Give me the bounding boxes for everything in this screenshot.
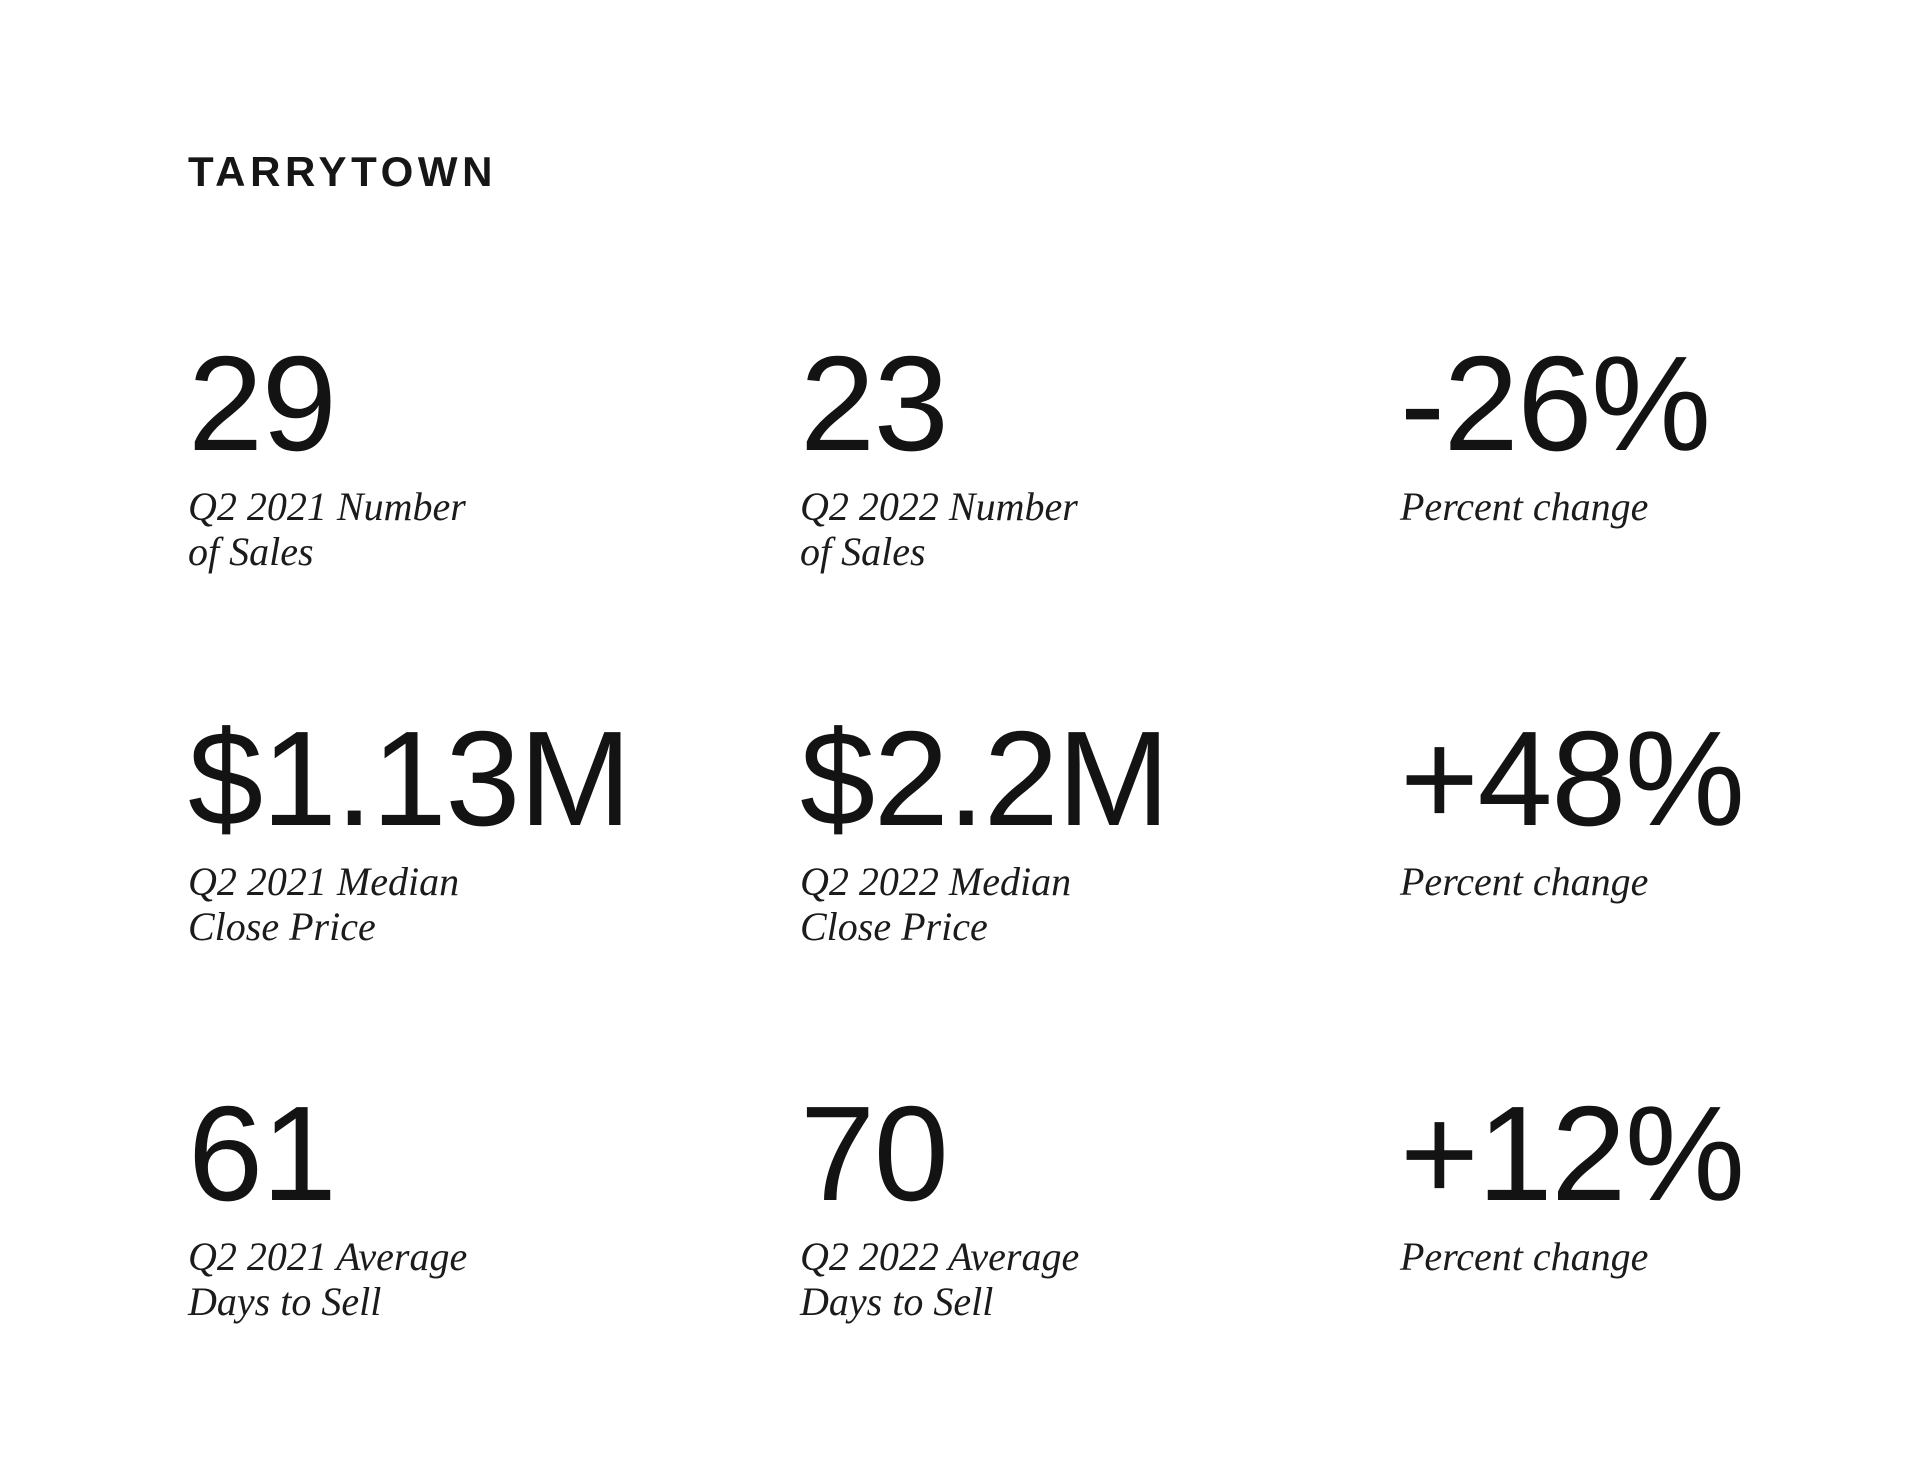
stat-label-line-1: Q2 2022 Median — [800, 859, 1072, 904]
stat-label-line-1: Percent change — [1400, 859, 1649, 904]
stat-label-line-1: Q2 2021 Average — [188, 1234, 468, 1279]
stat-label-line-2 — [1400, 1279, 1760, 1324]
stat-label: Q2 2022 Average Days to Sell — [800, 1234, 1400, 1324]
stat-q2-2022-number-of-sales: 23 Q2 2022 Number of Sales — [800, 336, 1400, 574]
stat-q2-2021-number-of-sales: 29 Q2 2021 Number of Sales — [188, 336, 800, 574]
stat-value: 23 — [800, 328, 949, 479]
stat-label: Q2 2022 Number of Sales — [800, 484, 1400, 574]
stat-label: Q2 2021 Number of Sales — [188, 484, 800, 574]
stat-label: Q2 2021 Median Close Price — [188, 859, 800, 949]
stat-q2-2022-average-days-to-sell: 70 Q2 2022 Average Days to Sell — [800, 1086, 1400, 1324]
stat-label-line-2 — [1400, 529, 1760, 574]
page-title: TARRYTOWN — [188, 148, 498, 195]
stat-value: 70 — [800, 1078, 949, 1229]
stat-label-line-2: Close Price — [800, 904, 988, 949]
stat-median-close-price-percent-change: +48% Percent change — [1400, 711, 1760, 949]
stat-value: $2.2M — [800, 703, 1170, 854]
stat-label-line-2: Days to Sell — [188, 1279, 382, 1324]
stat-label-line-1: Q2 2021 Number — [188, 484, 466, 529]
stat-label-line-1: Percent change — [1400, 1234, 1649, 1279]
stat-label-line-1: Percent change — [1400, 484, 1649, 529]
stat-label-line-2: Days to Sell — [800, 1279, 994, 1324]
stat-label-line-2: of Sales — [188, 529, 314, 574]
stat-q2-2021-median-close-price: $1.13M Q2 2021 Median Close Price — [188, 711, 800, 949]
stat-label-line-2: of Sales — [800, 529, 926, 574]
stat-number-of-sales-percent-change: -26% Percent change — [1400, 336, 1760, 574]
stat-q2-2021-average-days-to-sell: 61 Q2 2021 Average Days to Sell — [188, 1086, 800, 1324]
stat-label-line-1: Q2 2022 Number — [800, 484, 1078, 529]
stat-value: -26% — [1400, 328, 1711, 479]
stat-q2-2022-median-close-price: $2.2M Q2 2022 Median Close Price — [800, 711, 1400, 949]
stat-label: Percent change — [1400, 484, 1760, 574]
stat-label: Q2 2022 Median Close Price — [800, 859, 1400, 949]
stat-label-line-1: Q2 2022 Average — [800, 1234, 1080, 1279]
stat-value: 61 — [188, 1078, 337, 1229]
stat-label-line-1: Q2 2021 Median — [188, 859, 460, 904]
stat-value: +12% — [1400, 1078, 1745, 1229]
stat-value: $1.13M — [188, 703, 632, 854]
stat-average-days-to-sell-percent-change: +12% Percent change — [1400, 1086, 1760, 1324]
stat-label: Q2 2021 Average Days to Sell — [188, 1234, 800, 1324]
stats-grid: 29 Q2 2021 Number of Sales 23 Q2 2022 Nu… — [188, 336, 1760, 1324]
stat-label: Percent change — [1400, 1234, 1760, 1324]
stat-label-line-2 — [1400, 904, 1760, 949]
stat-value: 29 — [188, 328, 337, 479]
stat-value: +48% — [1400, 703, 1745, 854]
stat-label-line-2: Close Price — [188, 904, 376, 949]
stat-label: Percent change — [1400, 859, 1760, 949]
